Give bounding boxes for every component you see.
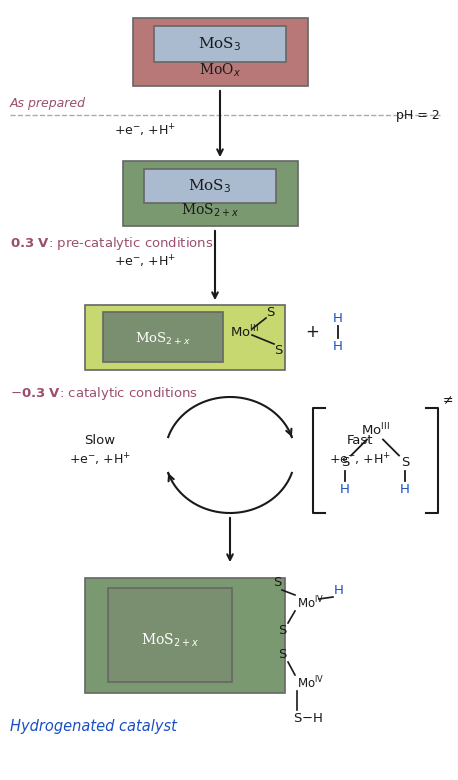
Text: Hydrogenated catalyst: Hydrogenated catalyst bbox=[10, 718, 177, 733]
Text: S: S bbox=[341, 456, 349, 469]
FancyBboxPatch shape bbox=[108, 588, 232, 682]
Text: pH = 2: pH = 2 bbox=[396, 108, 440, 122]
Text: $+$e$^{-}$, $+$H$^{+}$: $+$e$^{-}$, $+$H$^{+}$ bbox=[69, 452, 131, 468]
FancyBboxPatch shape bbox=[154, 27, 286, 62]
Text: H: H bbox=[400, 483, 410, 496]
Text: H: H bbox=[334, 584, 344, 597]
Text: S: S bbox=[273, 576, 281, 590]
FancyBboxPatch shape bbox=[103, 312, 223, 363]
Text: MoO$_x$: MoO$_x$ bbox=[199, 62, 241, 79]
Text: H: H bbox=[340, 483, 350, 496]
Text: MoS$_{2+x}$: MoS$_{2+x}$ bbox=[181, 201, 239, 218]
Text: MoS$_{2+x}$: MoS$_{2+x}$ bbox=[135, 331, 191, 347]
Text: As prepared: As prepared bbox=[10, 97, 86, 109]
FancyBboxPatch shape bbox=[85, 577, 285, 693]
Text: MoS$_3$: MoS$_3$ bbox=[198, 35, 242, 53]
Text: Slow: Slow bbox=[84, 434, 115, 446]
Text: $\neq$: $\neq$ bbox=[441, 395, 454, 407]
Text: $+$e$^{-}$, $+$H$^{+}$: $+$e$^{-}$, $+$H$^{+}$ bbox=[114, 254, 176, 270]
Text: MoS$_3$: MoS$_3$ bbox=[188, 177, 232, 195]
Text: Mo$^{\mathsf{III}}$: Mo$^{\mathsf{III}}$ bbox=[230, 324, 259, 340]
Text: $-\mathbf{0.3\ V}$: catalytic conditions: $-\mathbf{0.3\ V}$: catalytic conditions bbox=[10, 385, 198, 402]
Text: S: S bbox=[274, 343, 282, 356]
Text: MoS$_{2+x}$: MoS$_{2+x}$ bbox=[141, 631, 199, 649]
Text: S$-$H: S$-$H bbox=[293, 711, 323, 725]
Text: S: S bbox=[278, 648, 286, 661]
Text: S: S bbox=[266, 306, 274, 318]
Text: Mo$^{\mathsf{IV}}$: Mo$^{\mathsf{IV}}$ bbox=[297, 594, 324, 612]
FancyBboxPatch shape bbox=[85, 304, 285, 370]
FancyBboxPatch shape bbox=[144, 169, 276, 203]
FancyBboxPatch shape bbox=[132, 18, 307, 86]
Text: Fast: Fast bbox=[347, 434, 373, 446]
Text: Mo$^{\mathsf{IV}}$: Mo$^{\mathsf{IV}}$ bbox=[297, 675, 324, 691]
Text: $\mathbf{0.3\ V}$: pre-catalytic conditions: $\mathbf{0.3\ V}$: pre-catalytic conditi… bbox=[10, 235, 213, 251]
Text: Mo$^{\mathsf{III}}$: Mo$^{\mathsf{III}}$ bbox=[360, 421, 389, 438]
Text: $+$e$^{-}$, $+$H$^{+}$: $+$e$^{-}$, $+$H$^{+}$ bbox=[329, 452, 391, 468]
Text: H: H bbox=[333, 311, 343, 324]
Text: $+$e$^{-}$, $+$H$^{+}$: $+$e$^{-}$, $+$H$^{+}$ bbox=[114, 123, 176, 139]
Text: +: + bbox=[305, 323, 319, 341]
Text: S: S bbox=[278, 623, 286, 636]
FancyBboxPatch shape bbox=[122, 161, 298, 225]
Text: S: S bbox=[401, 456, 409, 469]
Text: H: H bbox=[333, 339, 343, 353]
